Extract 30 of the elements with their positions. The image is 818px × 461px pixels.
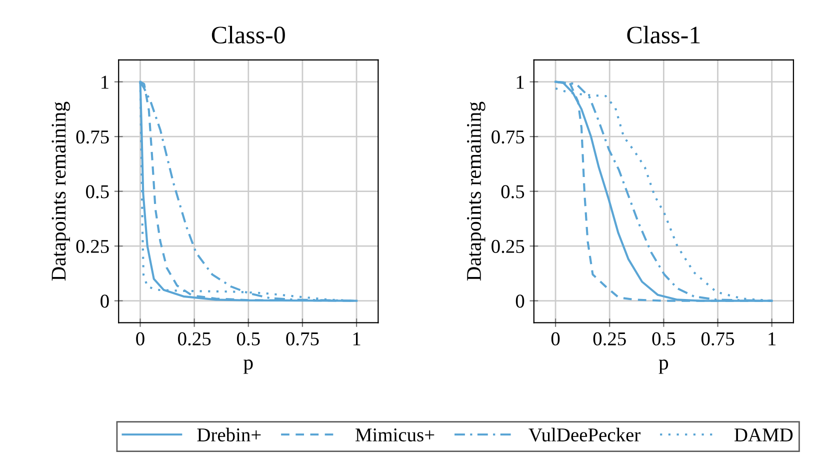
- y-tick-label: 0.5: [501, 185, 524, 198]
- legend-label: Drebin+: [197, 428, 261, 442]
- y-axis-title: Datapoints remaining: [467, 102, 486, 281]
- legend-label: DAMD: [734, 428, 793, 442]
- y-tick-label: 1: [516, 76, 524, 89]
- y-tick-label: 0: [100, 294, 109, 308]
- x-axis-title: p: [658, 360, 668, 374]
- chart-title: Class-1: [627, 26, 700, 44]
- y-tick-label: 0.25: [76, 240, 109, 254]
- y-tick-label: 0: [516, 294, 524, 308]
- x-tick-label: 0.25: [593, 332, 626, 346]
- x-tick-label: 0.5: [236, 332, 260, 346]
- y-tick-label: 0.75: [492, 130, 524, 144]
- x-tick-label: 0.75: [286, 332, 319, 346]
- x-tick-label: 1: [353, 332, 360, 346]
- x-tick-label: 0.5: [652, 332, 676, 346]
- x-axis-title: p: [244, 360, 253, 374]
- x-tick-label: 0: [551, 332, 560, 346]
- x-tick-label: 0.75: [701, 332, 734, 346]
- y-axis-title: Datapoints remaining: [52, 102, 70, 281]
- legend-label: Mimicus+: [356, 428, 434, 442]
- x-tick-label: 1: [768, 332, 776, 346]
- x-tick-label: 0.25: [178, 332, 211, 346]
- y-tick-label: 0.25: [492, 240, 524, 254]
- legend-label: VulDeePecker: [528, 428, 640, 442]
- x-tick-label: 0: [136, 332, 144, 346]
- y-tick-label: 1: [102, 76, 108, 89]
- chart-title: Class-0: [212, 26, 285, 44]
- y-tick-label: 0.75: [76, 130, 109, 144]
- y-tick-label: 0.5: [86, 185, 109, 198]
